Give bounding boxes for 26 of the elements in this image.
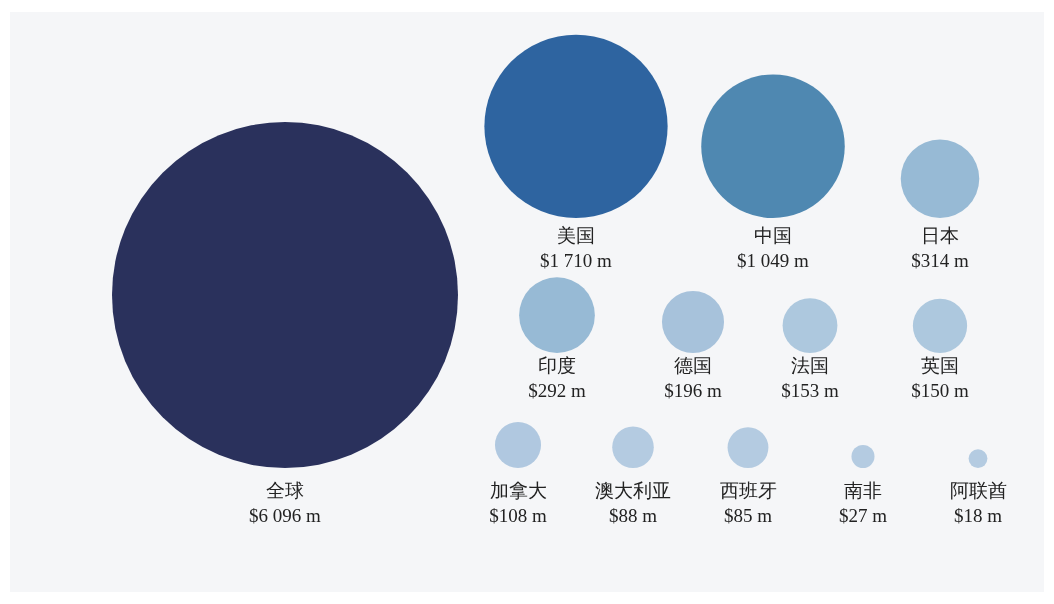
category-label: 全球 xyxy=(266,479,304,501)
category-label: 德国 xyxy=(674,354,712,376)
data-label: $27 m xyxy=(838,504,888,526)
category-label: 法国 xyxy=(791,354,829,376)
category-label: 澳大利亚 xyxy=(595,479,671,501)
data-label: $85 m xyxy=(723,504,773,526)
data-label: $196 m xyxy=(664,379,722,401)
data-label: $88 m xyxy=(608,504,658,526)
category-label: 中国 xyxy=(754,224,792,246)
category-label: 印度 xyxy=(538,354,576,376)
category-label: 阿联酋 xyxy=(949,479,1007,501)
category-label: 日本 xyxy=(921,224,959,246)
category-label: 英国 xyxy=(921,354,959,376)
data-label: $314 m xyxy=(911,249,969,271)
data-label: $6 096 m xyxy=(249,504,322,526)
data-label: $150 m xyxy=(911,379,969,401)
category-label: 西班牙 xyxy=(719,479,777,501)
data-label: $292 m xyxy=(528,379,586,401)
data-label: $108 m xyxy=(489,504,547,526)
data-label: $18 m xyxy=(953,504,1003,526)
data-label: $1 710 m xyxy=(540,249,613,271)
data-label: $153 m xyxy=(781,379,839,401)
category-label: 美国 xyxy=(557,224,595,246)
category-label: 加拿大 xyxy=(489,479,547,501)
data-label: $1 049 m xyxy=(737,249,810,271)
category-label: 南非 xyxy=(844,479,882,501)
